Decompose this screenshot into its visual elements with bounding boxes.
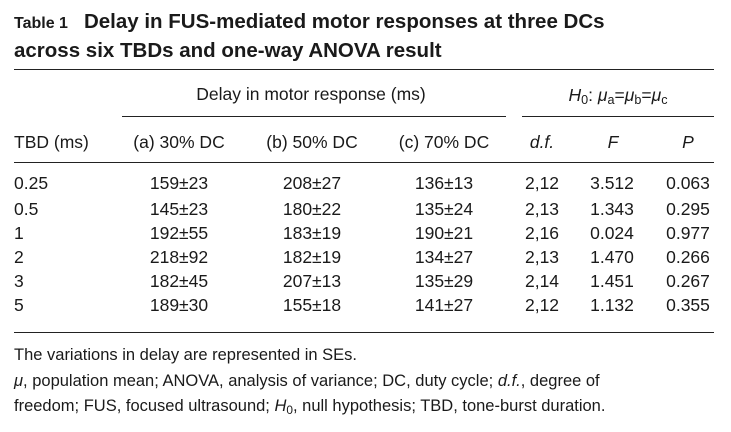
cell-df: 2,14 bbox=[524, 271, 560, 291]
col-header-70dc: (c) 70% DC bbox=[398, 132, 490, 152]
cell-p: 0.266 bbox=[666, 247, 710, 267]
cell-50dc: 207±13 bbox=[282, 271, 342, 291]
cell-tbd: 0.25 bbox=[14, 173, 49, 193]
cell-30dc: 192±55 bbox=[149, 223, 209, 243]
cell-tbd: 3 bbox=[14, 271, 24, 291]
cell-tbd: 2 bbox=[14, 247, 24, 267]
group-header-anova: H0: μa=μb=μc bbox=[568, 85, 668, 107]
cell-f: 1.132 bbox=[590, 295, 634, 315]
bottom-rule bbox=[14, 332, 714, 333]
cell-70dc: 136±13 bbox=[414, 173, 474, 193]
cell-70dc: 134±27 bbox=[414, 247, 474, 267]
col-header-50dc: (b) 50% DC bbox=[266, 132, 358, 152]
top-rule bbox=[14, 69, 714, 70]
cell-tbd: 1 bbox=[14, 223, 24, 243]
cell-f: 1.343 bbox=[590, 199, 634, 219]
cell-30dc: 145±23 bbox=[149, 199, 209, 219]
cell-30dc: 159±23 bbox=[149, 173, 209, 193]
col-header-df: d.f. bbox=[529, 132, 555, 152]
cell-p: 0.355 bbox=[666, 295, 710, 315]
title-line-1: Delay in FUS-mediated motor responses at… bbox=[83, 10, 605, 33]
cell-50dc: 183±19 bbox=[282, 223, 342, 243]
col-header-tbd: TBD (ms) bbox=[14, 132, 89, 152]
cell-df: 2,16 bbox=[524, 223, 560, 243]
cell-f: 0.024 bbox=[590, 223, 634, 243]
cell-tbd: 0.5 bbox=[14, 199, 39, 219]
cell-df: 2,12 bbox=[524, 173, 560, 193]
cell-df: 2,12 bbox=[524, 295, 560, 315]
cell-50dc: 180±22 bbox=[282, 199, 342, 219]
footnote-se: The variations in delay are represented … bbox=[14, 346, 358, 364]
cell-30dc: 189±30 bbox=[149, 295, 209, 315]
cell-f: 1.470 bbox=[590, 247, 634, 267]
cell-30dc: 218±92 bbox=[149, 247, 209, 267]
cell-f: 3.512 bbox=[590, 173, 634, 193]
delay-group-rule bbox=[122, 116, 506, 117]
cell-70dc: 135±29 bbox=[414, 271, 474, 291]
footnote-abbreviations-2: freedom; FUS, focused ultrasound; H0, nu… bbox=[14, 397, 606, 417]
cell-70dc: 135±24 bbox=[414, 199, 474, 219]
header-rule bbox=[14, 162, 714, 163]
cell-f: 1.451 bbox=[590, 271, 634, 291]
cell-70dc: 190±21 bbox=[414, 223, 474, 243]
cell-tbd: 5 bbox=[14, 295, 24, 315]
cell-p: 0.267 bbox=[666, 271, 710, 291]
col-header-p: P bbox=[682, 132, 694, 152]
group-header-delay: Delay in motor response (ms) bbox=[196, 84, 426, 104]
anova-group-rule bbox=[522, 116, 714, 117]
cell-p: 0.063 bbox=[666, 173, 710, 193]
table-label: Table 1 bbox=[14, 15, 68, 32]
cell-p: 0.295 bbox=[666, 199, 710, 219]
cell-70dc: 141±27 bbox=[414, 295, 474, 315]
col-header-f: F bbox=[607, 132, 619, 152]
cell-df: 2,13 bbox=[524, 199, 560, 219]
col-header-30dc: (a) 30% DC bbox=[133, 132, 225, 152]
cell-df: 2,13 bbox=[524, 247, 560, 267]
cell-50dc: 155±18 bbox=[282, 295, 342, 315]
footnote-abbreviations-1: μ, population mean; ANOVA, analysis of v… bbox=[14, 372, 600, 390]
table-title: Table 1 Delay in FUS-mediated motor respo… bbox=[14, 8, 714, 64]
cell-50dc: 208±27 bbox=[282, 173, 342, 193]
cell-50dc: 182±19 bbox=[282, 247, 342, 267]
cell-p: 0.977 bbox=[666, 223, 710, 243]
cell-30dc: 182±45 bbox=[149, 271, 209, 291]
title-line-2: across six TBDs and one-way ANOVA result bbox=[14, 39, 442, 62]
